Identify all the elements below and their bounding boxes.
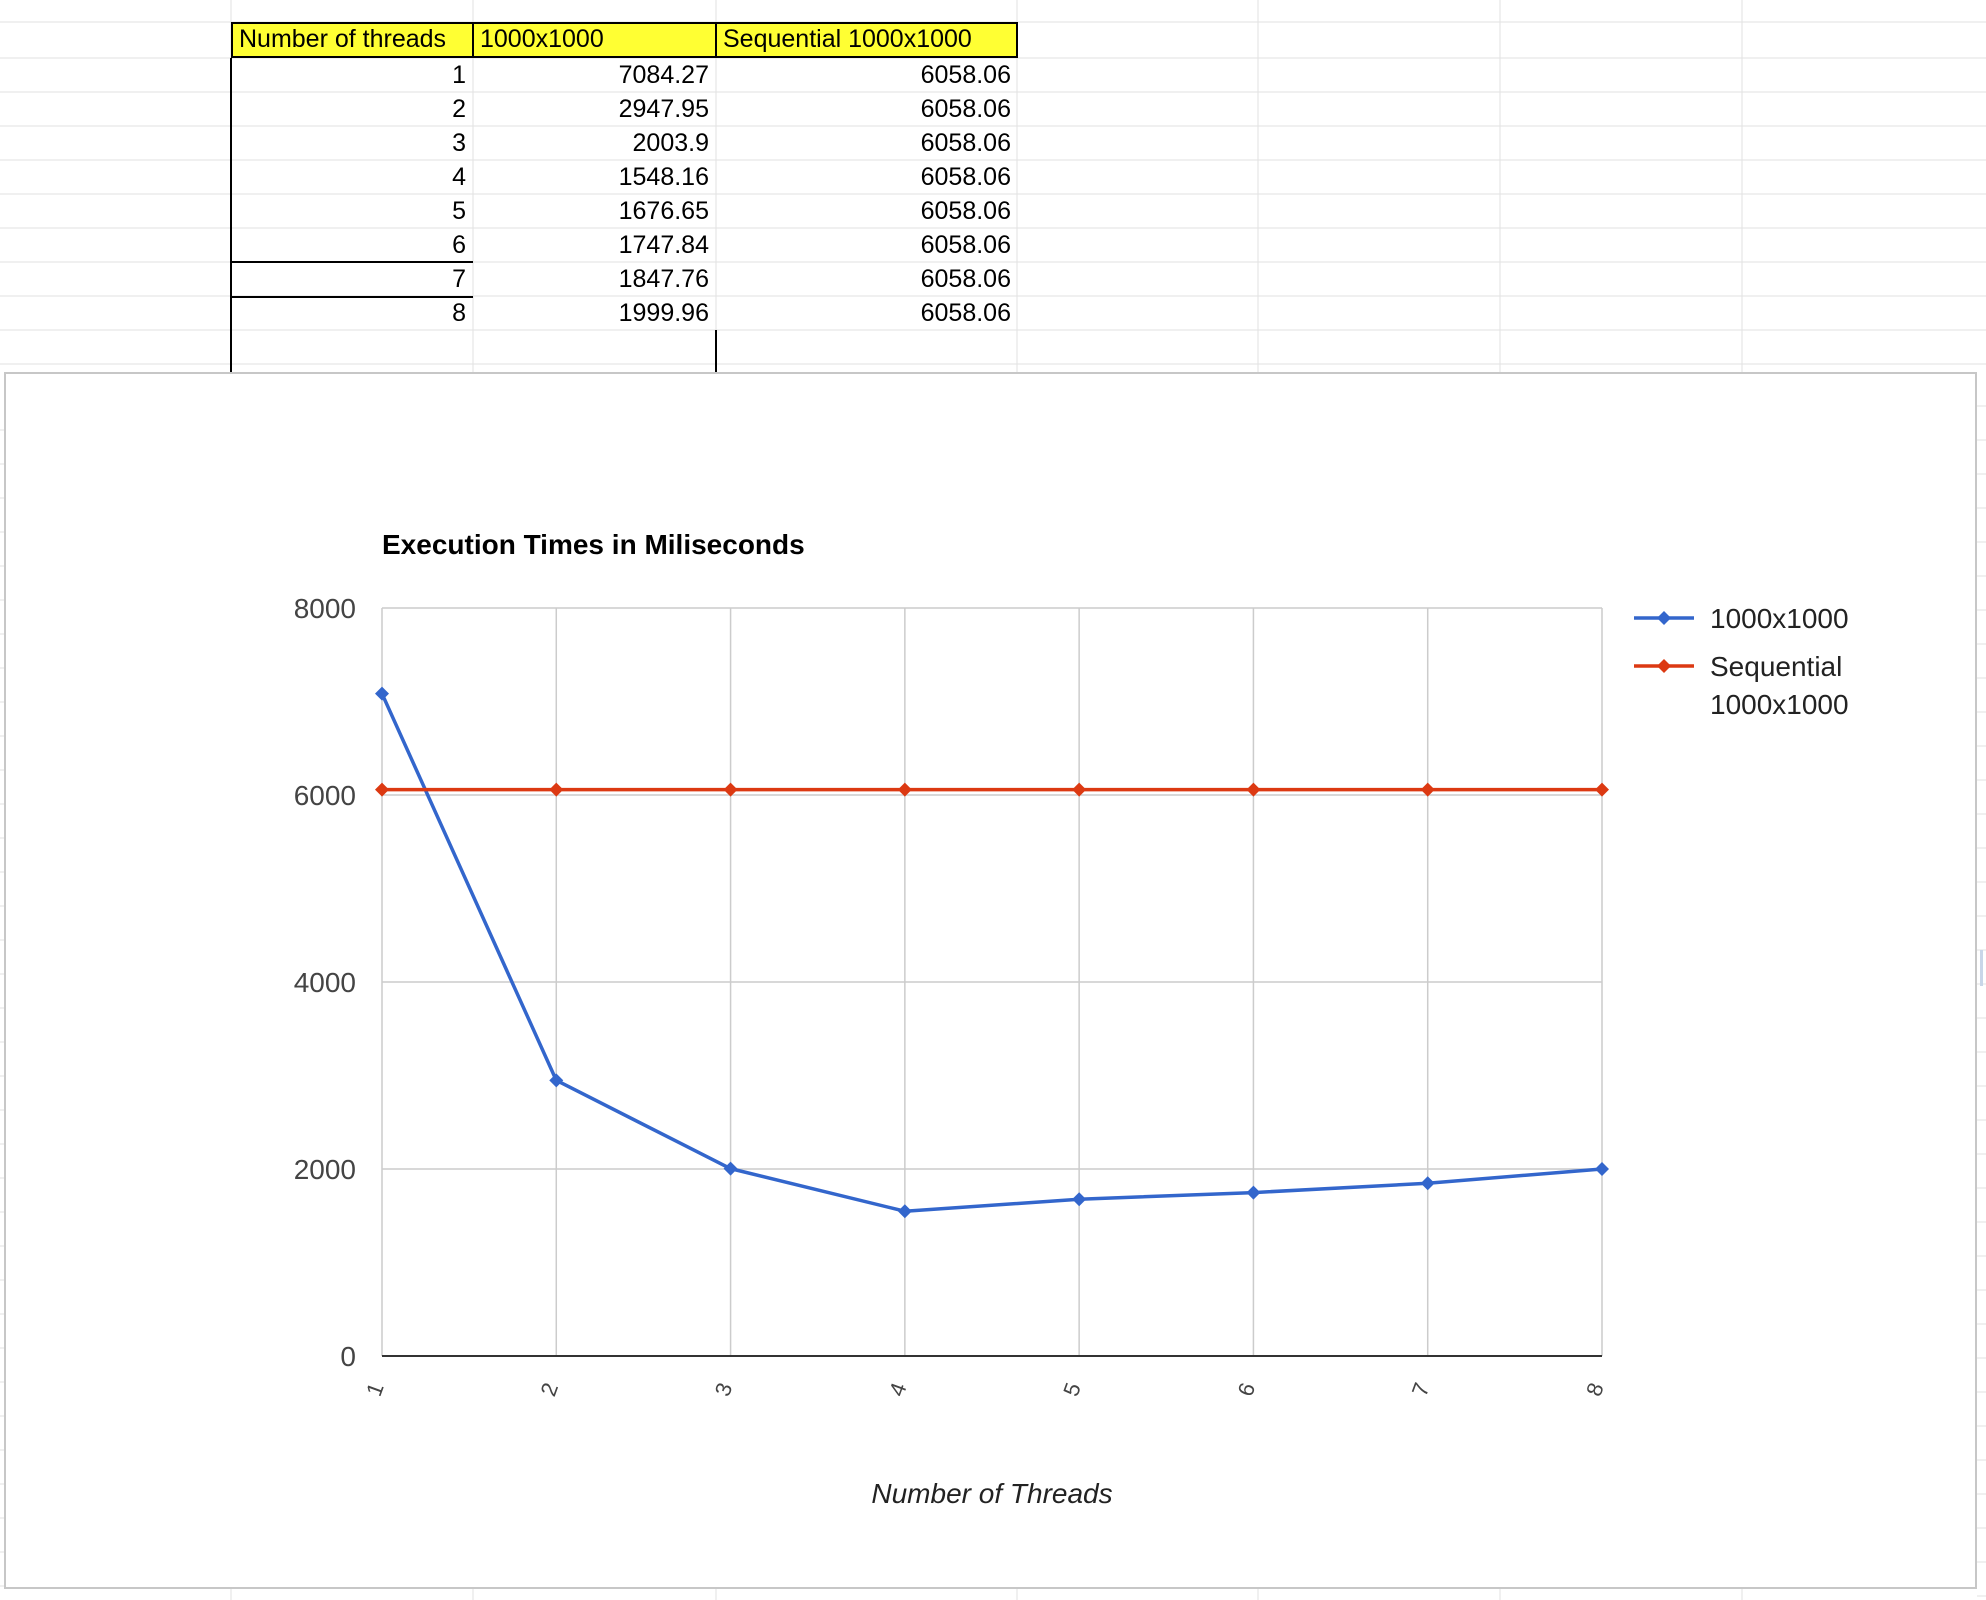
- legend-swatch-marker: [1657, 659, 1671, 673]
- cell-parallel-time[interactable]: 1999.96: [618, 299, 709, 327]
- cell-threads[interactable]: 6: [452, 231, 466, 259]
- legend-swatch-marker: [1657, 611, 1671, 625]
- series-line-parallel: [380, 692, 1603, 1213]
- y-tick-label: 8000: [294, 593, 356, 624]
- cell-threads[interactable]: 7: [452, 265, 466, 293]
- x-tick-label: 6: [1233, 1379, 1261, 1399]
- cell-parallel-time[interactable]: 2947.95: [618, 95, 709, 123]
- cell-sequential-time[interactable]: 6058.06: [920, 61, 1011, 89]
- data-point-sequential[interactable]: [1595, 782, 1609, 797]
- data-point-sequential[interactable]: [375, 782, 389, 797]
- y-tick-label: 4000: [294, 967, 356, 998]
- data-point-parallel[interactable]: [549, 1073, 564, 1088]
- x-tick-label: 7: [1407, 1379, 1435, 1399]
- legend-label[interactable]: Sequential 1000x1000: [1710, 651, 1849, 720]
- chart-title: Execution Times in Miliseconds: [382, 529, 805, 560]
- y-tick-label: 6000: [294, 780, 356, 811]
- data-point-sequential[interactable]: [897, 782, 912, 797]
- cell-parallel-time[interactable]: 1747.84: [618, 231, 709, 259]
- x-tick-label: 1: [361, 1379, 389, 1399]
- cell-sequential-time[interactable]: 6058.06: [920, 95, 1011, 123]
- cell-threads[interactable]: 4: [452, 163, 466, 191]
- x-axis-title: Number of Threads: [871, 1478, 1112, 1509]
- data-point-parallel[interactable]: [1595, 1162, 1609, 1177]
- data-point-parallel[interactable]: [1072, 1192, 1087, 1207]
- y-tick-label: 2000: [294, 1154, 356, 1185]
- cell-parallel-time[interactable]: 2003.9: [632, 129, 709, 157]
- data-point-sequential[interactable]: [549, 782, 564, 797]
- cell-parallel-time[interactable]: 1847.76: [618, 265, 709, 293]
- data-point-sequential[interactable]: [1246, 782, 1261, 797]
- chart-series: [375, 686, 1609, 1219]
- cell-parallel-time[interactable]: 1676.65: [618, 197, 709, 225]
- chart-panel[interactable]: 0 2000 4000 6000 8000 1 2 3 4 5 6 7 8 1000x1000 Seque…: [4, 372, 1977, 1589]
- legend-label[interactable]: 1000x1000: [1710, 603, 1849, 634]
- data-point-sequential[interactable]: [723, 782, 738, 797]
- data-point-sequential[interactable]: [1420, 782, 1435, 797]
- data-point-sequential[interactable]: [1072, 782, 1087, 797]
- x-tick-label: 8: [1581, 1379, 1609, 1399]
- data-point-parallel[interactable]: [1420, 1176, 1435, 1191]
- header-sequential[interactable]: Sequential 1000x1000: [715, 22, 1018, 58]
- cell-threads[interactable]: 1: [452, 61, 466, 89]
- header-threads[interactable]: Number of threads: [231, 22, 474, 58]
- x-tick-label: 5: [1058, 1379, 1086, 1399]
- cell-parallel-time[interactable]: 1548.16: [618, 163, 709, 191]
- cell-sequential-time[interactable]: 6058.06: [920, 129, 1011, 157]
- cell-threads[interactable]: 2: [452, 95, 466, 123]
- cell-threads[interactable]: 3: [452, 129, 466, 157]
- data-point-parallel[interactable]: [723, 1161, 738, 1176]
- cell-sequential-time[interactable]: 6058.06: [920, 197, 1011, 225]
- cell-threads[interactable]: 8: [452, 299, 466, 327]
- data-point-parallel[interactable]: [375, 686, 389, 701]
- cell-sequential-time[interactable]: 6058.06: [920, 163, 1011, 191]
- x-tick-label: 2: [535, 1379, 563, 1399]
- y-tick-label: 0: [340, 1341, 356, 1372]
- x-tick-label: 3: [710, 1379, 738, 1399]
- cell-sequential-time[interactable]: 6058.06: [920, 231, 1011, 259]
- chart-gridlines: [381, 607, 1603, 1356]
- cell-sequential-time[interactable]: 6058.06: [920, 299, 1011, 327]
- resize-handle[interactable]: [1980, 950, 1983, 986]
- header-1000x1000[interactable]: 1000x1000: [472, 22, 717, 58]
- cell-threads[interactable]: 5: [452, 197, 466, 225]
- data-point-parallel[interactable]: [897, 1204, 912, 1219]
- chart-legend[interactable]: 1000x1000 Sequential 1000x1000: [1634, 603, 1849, 720]
- cell-sequential-time[interactable]: 6058.06: [920, 265, 1011, 293]
- data-point-parallel[interactable]: [1246, 1185, 1261, 1200]
- chart-axes: 0 2000 4000 6000 8000 1 2 3 4 5 6 7 8: [294, 593, 1609, 1399]
- x-tick-label: 4: [884, 1379, 912, 1399]
- line-chart: 0 2000 4000 6000 8000 1 2 3 4 5 6 7 8 1000x1000 Seque…: [294, 529, 1849, 1509]
- cell-parallel-time[interactable]: 7084.27: [618, 61, 709, 89]
